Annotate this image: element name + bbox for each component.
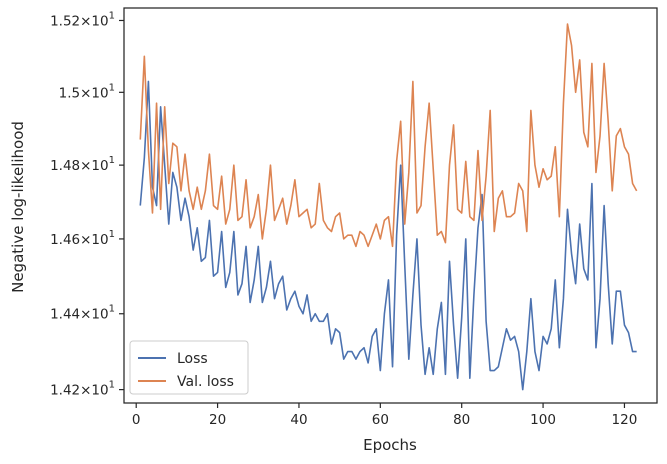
x-tick-label: 40 — [290, 412, 307, 428]
y-tick-label: 1.52×101 — [50, 10, 115, 29]
series-line-loss — [139, 80, 637, 391]
x-tick-label: 120 — [612, 412, 638, 428]
series-line-val-loss — [139, 23, 638, 248]
axes-frame — [123, 7, 658, 404]
x-axis-label: Epochs — [363, 436, 417, 454]
x-tick-label: 60 — [372, 412, 389, 428]
x-tick-label: 80 — [453, 412, 470, 428]
x-tick-label: 100 — [530, 412, 556, 428]
y-tick-label: 1.48×101 — [50, 155, 115, 174]
y-axis: 1.42×101 1.44×101 1.46×101 1.48×101 1.5×101 1… — [50, 10, 124, 399]
legend-label-val-loss: Val. loss — [177, 374, 234, 390]
y-tick-label: 1.42×101 — [50, 380, 115, 399]
y-tick-label: 1.46×101 — [50, 229, 115, 248]
y-tick-label: 1.44×101 — [50, 304, 115, 323]
legend: Loss Val. loss — [129, 340, 249, 395]
x-axis: 0 20 40 60 80 100 120 — [132, 403, 637, 428]
series-layer — [139, 23, 638, 391]
x-tick-label: 0 — [132, 412, 141, 428]
legend-label-loss: Loss — [177, 351, 208, 367]
y-axis-label: Negative log-likelihood — [9, 121, 27, 293]
y-tick-label: 1.5×101 — [59, 82, 115, 101]
x-tick-label: 20 — [209, 412, 226, 428]
